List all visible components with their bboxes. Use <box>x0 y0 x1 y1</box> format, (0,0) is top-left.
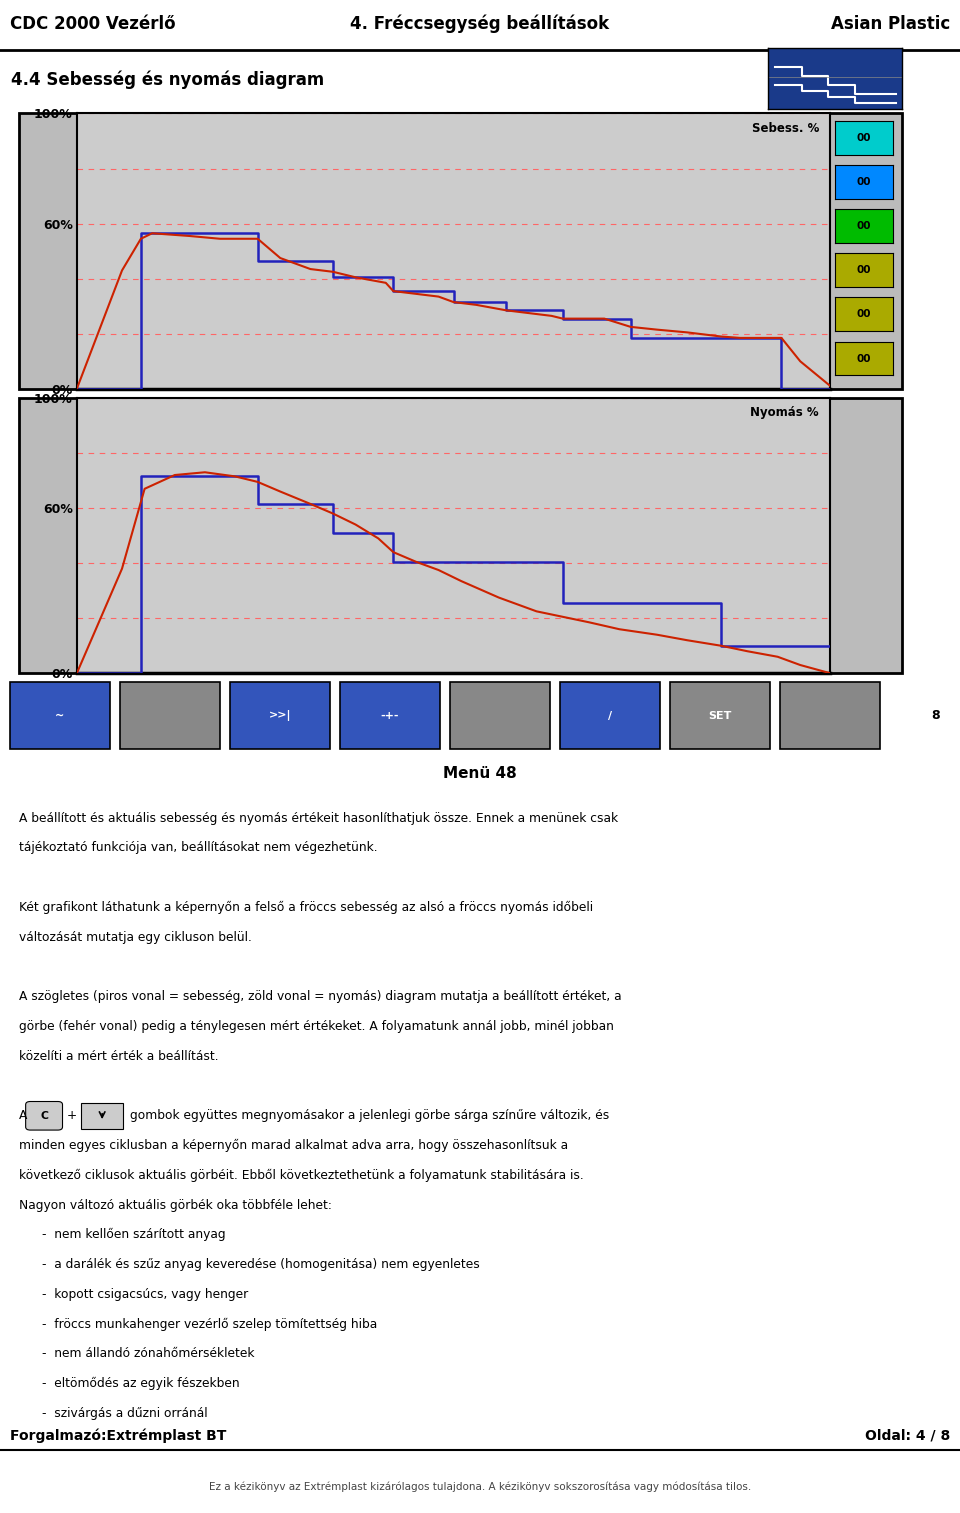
Bar <box>10 682 110 749</box>
Text: /: / <box>608 711 612 720</box>
Text: A beállított és aktuális sebesség és nyomás értékeit hasonlíthatjuk össze. Ennek: A beállított és aktuális sebesség és nyo… <box>19 812 618 825</box>
Text: A szögletes (piros vonal = sebesség, zöld vonal = nyomás) diagram mutatja a beál: A szögletes (piros vonal = sebesség, zöl… <box>19 991 622 1003</box>
Bar <box>230 682 330 749</box>
Text: A: A <box>19 1109 32 1123</box>
Text: -  kopott csigacsúcs, vagy henger: - kopott csigacsúcs, vagy henger <box>42 1288 249 1301</box>
Bar <box>340 682 440 749</box>
Text: Forgalmazó:Extrémplast BT: Forgalmazó:Extrémplast BT <box>10 1428 226 1443</box>
Text: -  nem állandó zónahőmérsékletek: - nem állandó zónahőmérsékletek <box>42 1348 254 1360</box>
Text: Nagyon változó aktuális görbék oka többféle lehet:: Nagyon változó aktuális görbék oka többf… <box>19 1198 332 1212</box>
Bar <box>780 682 880 749</box>
Text: Ez a kézikönyv az Extrémplast kizárólagos tulajdona. A kézikönyv sokszorosítása : Ez a kézikönyv az Extrémplast kizárólago… <box>209 1481 751 1492</box>
FancyBboxPatch shape <box>81 1103 123 1129</box>
Bar <box>120 682 220 749</box>
Text: 00: 00 <box>856 133 872 142</box>
Text: ~: ~ <box>56 711 64 720</box>
Text: -+-: -+- <box>381 711 399 720</box>
Text: CDC 2000 Vezérlő: CDC 2000 Vezérlő <box>10 15 176 33</box>
Text: 00: 00 <box>856 354 872 363</box>
Text: 00: 00 <box>856 177 872 186</box>
Text: tájékoztató funkciója van, beállításokat nem végezhetünk.: tájékoztató funkciója van, beállításokat… <box>19 841 378 855</box>
Text: -  nem kellően szárított anyag: - nem kellően szárított anyag <box>42 1229 226 1241</box>
Text: következő ciklusok aktuális görbéit. Ebből következtethetünk a folyamatunk stabi: következő ciklusok aktuális görbéit. Ebb… <box>19 1168 584 1182</box>
Text: -  a darálék és szűz anyag keveredése (homogenitása) nem egyenletes: - a darálék és szűz anyag keveredése (ho… <box>42 1259 480 1271</box>
Text: változását mutatja egy cikluson belül.: változását mutatja egy cikluson belül. <box>19 930 252 944</box>
Text: Nyomás %: Nyomás % <box>751 405 819 419</box>
Text: közelíti a mért érték a beállítást.: közelíti a mért érték a beállítást. <box>19 1050 219 1062</box>
Bar <box>560 682 660 749</box>
Text: 00: 00 <box>856 221 872 231</box>
Text: Sebess. %: Sebess. % <box>752 121 819 135</box>
Text: Asian Plastic: Asian Plastic <box>831 15 950 33</box>
Text: 8: 8 <box>932 710 940 722</box>
Text: 4. Fréccsegység beállítások: 4. Fréccsegység beállítások <box>350 15 610 33</box>
Text: Menü 48: Menü 48 <box>444 767 516 781</box>
Text: C: C <box>40 1111 48 1121</box>
Text: gombok együttes megnyomásakor a jelenlegi görbe sárga színűre változik, és: gombok együttes megnyomásakor a jelenleg… <box>130 1109 609 1123</box>
Text: Oldal: 4 / 8: Oldal: 4 / 8 <box>865 1428 950 1443</box>
FancyBboxPatch shape <box>26 1101 62 1130</box>
Bar <box>670 682 770 749</box>
Text: +: + <box>67 1109 77 1123</box>
Text: minden egyes ciklusban a képernyőn marad alkalmat adva arra, hogy összehasonlíts: minden egyes ciklusban a képernyőn marad… <box>19 1139 568 1151</box>
Text: 4.4 Sebesség és nyomás diagram: 4.4 Sebesség és nyomás diagram <box>12 70 324 89</box>
Text: 00: 00 <box>856 309 872 319</box>
Text: Két grafikont láthatunk a képernyőn a felső a fröccs sebesség az alsó a fröccs n: Két grafikont láthatunk a képernyőn a fe… <box>19 900 593 914</box>
Text: -  szivárgás a dűzni orránál: - szivárgás a dűzni orránál <box>42 1407 208 1419</box>
Text: -  fröccs munkahenger vezérlő szelep tömítettség hiba: - fröccs munkahenger vezérlő szelep tömí… <box>42 1318 377 1330</box>
Text: görbe (fehér vonal) pedig a ténylegesen mért értékeket. A folyamatunk annál jobb: görbe (fehér vonal) pedig a ténylegesen … <box>19 1020 614 1033</box>
Text: SET: SET <box>708 711 732 720</box>
Text: 00: 00 <box>856 265 872 275</box>
Text: >>|: >>| <box>269 710 291 722</box>
Bar <box>450 682 550 749</box>
Text: -  eltömődés az egyik fészekben: - eltömődés az egyik fészekben <box>42 1377 240 1390</box>
